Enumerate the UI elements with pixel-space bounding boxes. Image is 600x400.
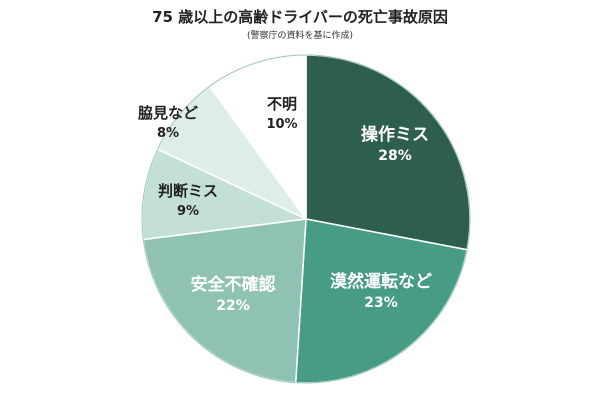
pie-labels: 操作ミス 28% 漠然運転など 23% 安全不確認 22% 判断ミス 9% 脇見など 8% 不明 10…: [138, 95, 432, 314]
pie-slices: [141, 54, 471, 384]
slice-label: 判断ミス: [158, 182, 218, 200]
pie-outline: [141, 54, 471, 384]
slice-value-label: 8%: [157, 126, 179, 141]
slice-value-label: 28%: [378, 148, 412, 164]
slice-value-label: 23%: [364, 295, 398, 311]
chart-title: 75 歳以上の高齢ドライバーの死亡事故原因: [152, 8, 448, 26]
slice-label: 操作ミス: [361, 124, 429, 145]
slice-value-label: 9%: [177, 204, 199, 219]
chart-subtitle: (警察庁の資料を基に作成): [246, 31, 354, 41]
slice-label: 安全不確認: [191, 274, 276, 295]
slice-label: 不明: [267, 95, 297, 113]
slice-value-label: 10%: [266, 117, 297, 132]
slice-label: 漠然運転など: [330, 271, 432, 292]
slice-label: 脇見など: [138, 104, 198, 122]
slice-value-label: 22%: [216, 298, 250, 314]
